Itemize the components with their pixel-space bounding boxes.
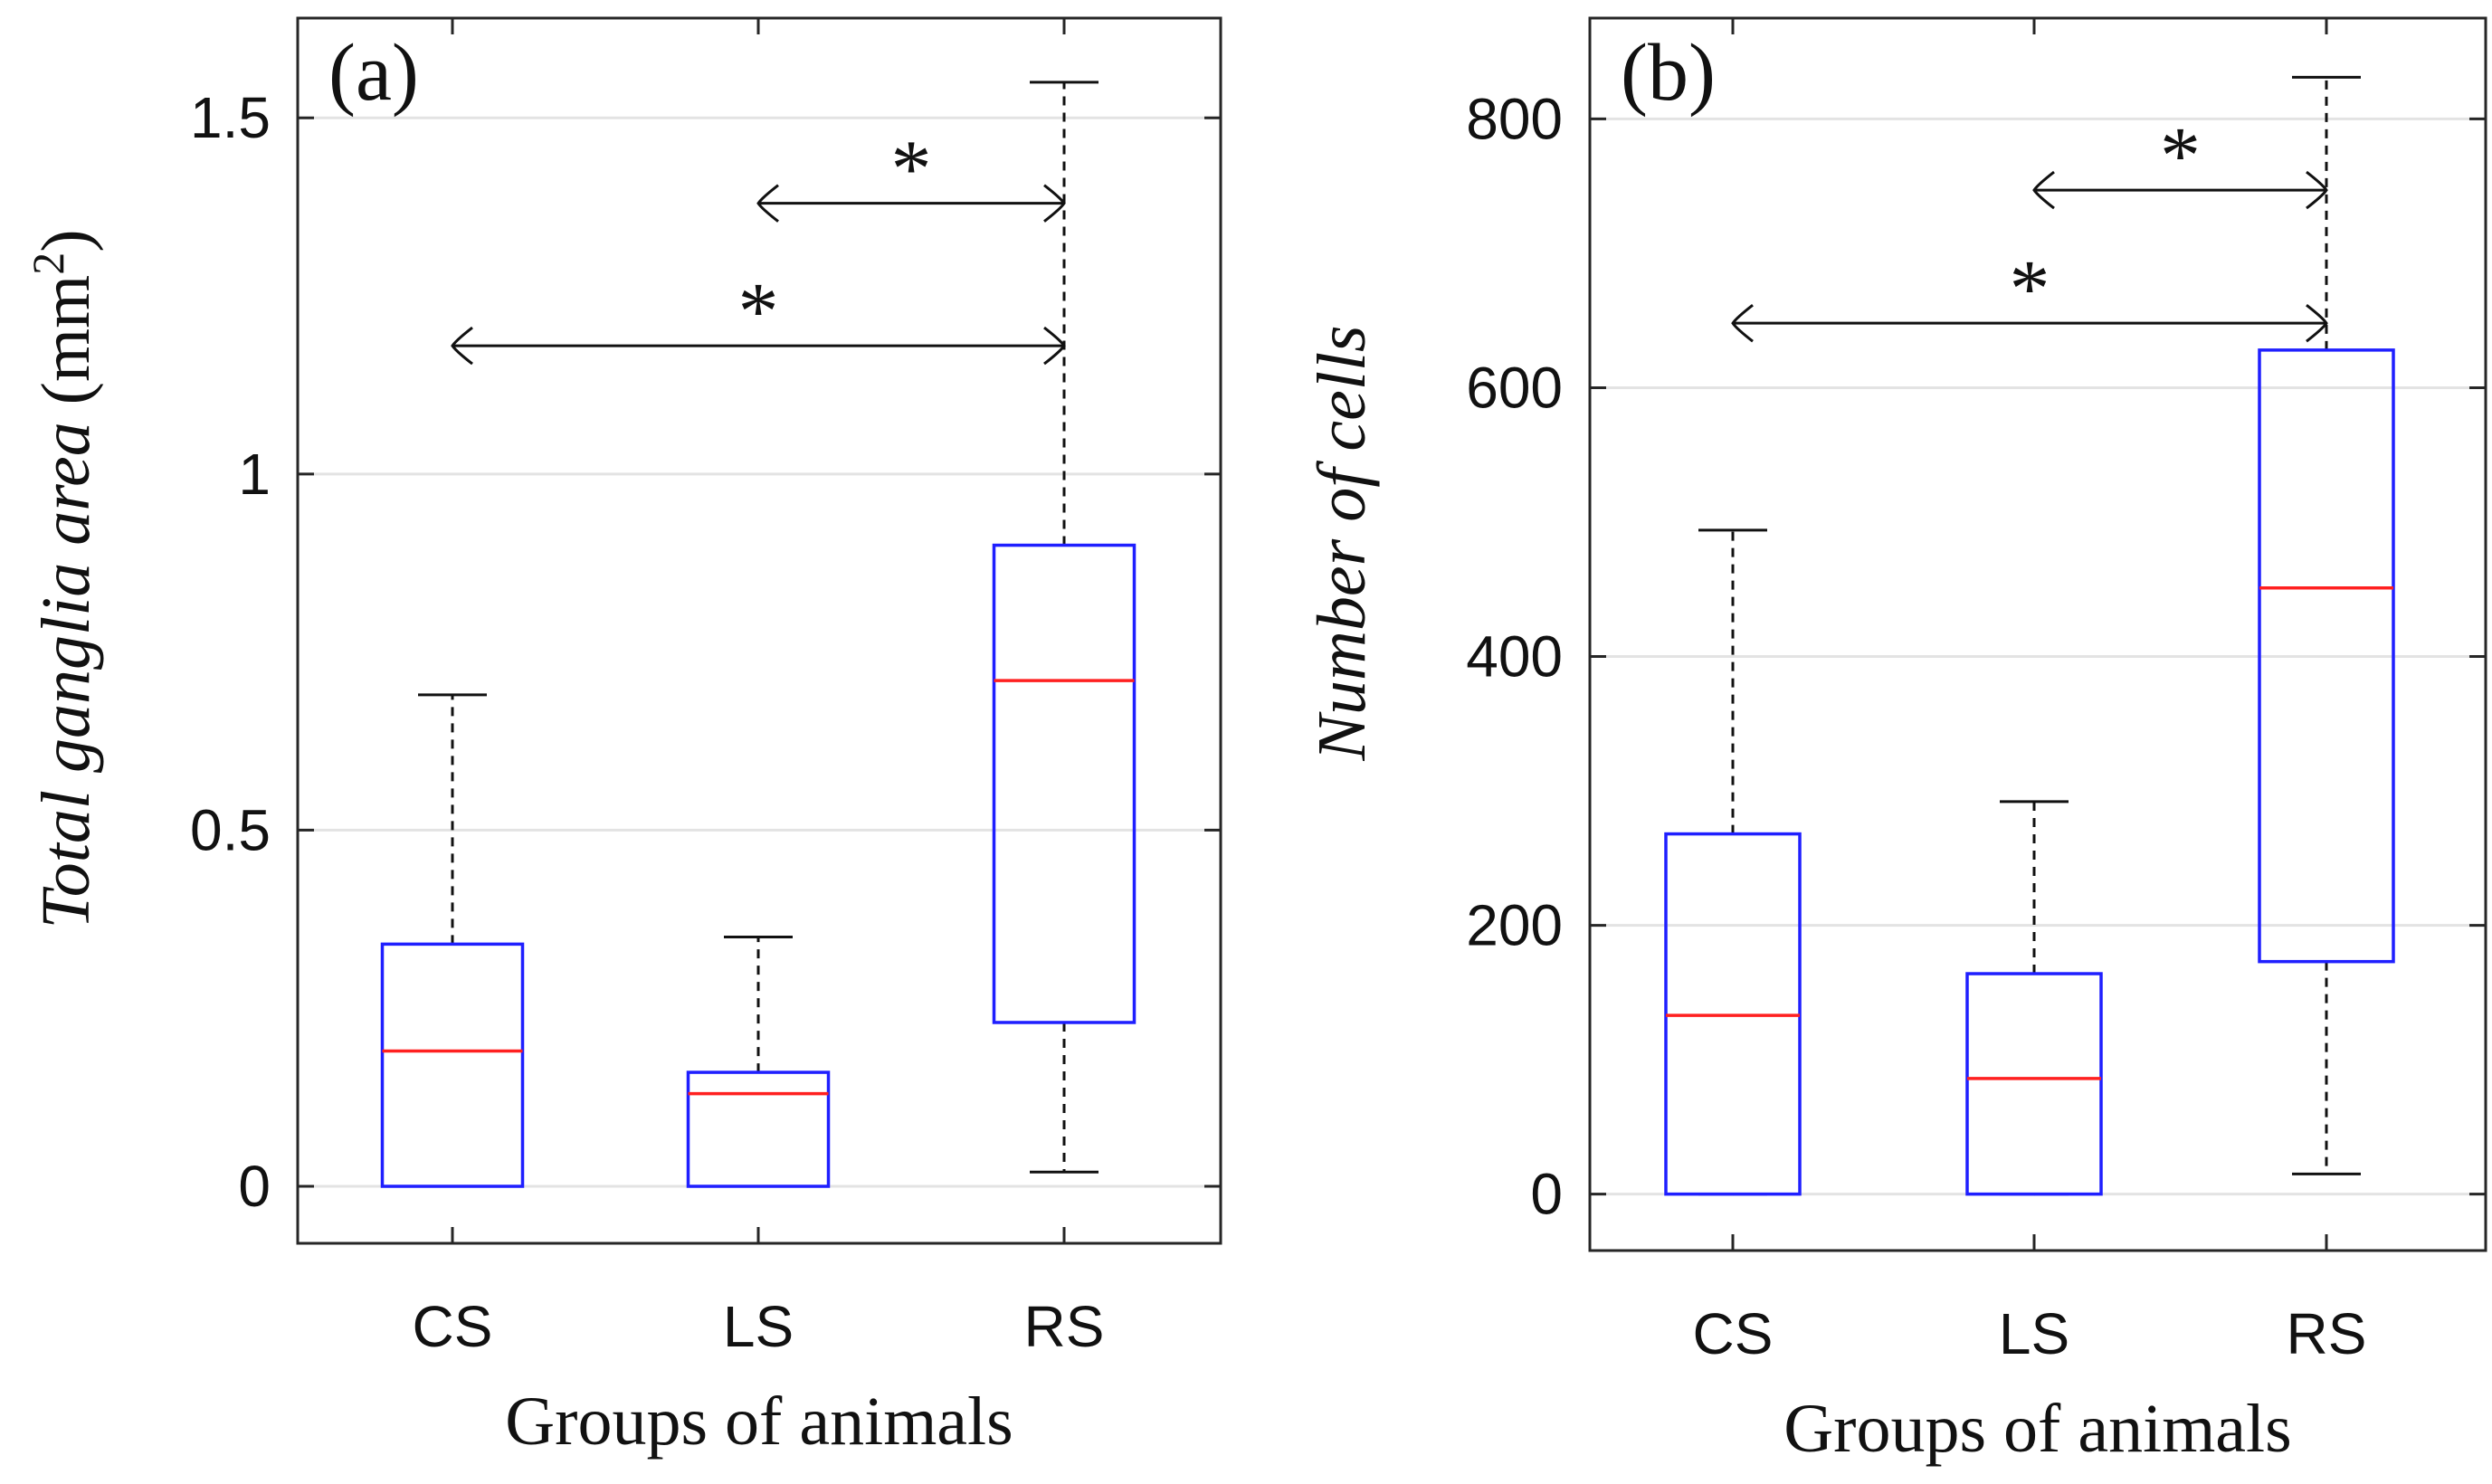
arrowhead-left xyxy=(451,326,473,366)
significance-star: * xyxy=(738,267,779,357)
y-axis-label-text: Total ganglia area xyxy=(28,422,104,928)
x-axis-label: Groups of animals xyxy=(1783,1391,2291,1467)
y-tick-label: 800 xyxy=(1466,86,1563,151)
arrowhead-right xyxy=(2306,303,2328,343)
arrowhead-left xyxy=(1731,303,1754,343)
arrowhead-left xyxy=(2032,170,2055,210)
x-tick-label: RS xyxy=(2287,1301,2367,1366)
y-axis-unit-superscript: 2 xyxy=(23,252,73,275)
axes-frame xyxy=(1588,16,2487,1252)
y-tick-label: 600 xyxy=(1466,355,1563,420)
y-tick-label: 0 xyxy=(238,1154,271,1219)
arrowhead-right xyxy=(1043,326,1066,366)
panel-label: (b) xyxy=(1621,28,1716,118)
y-axis-unit-close: ) xyxy=(28,229,104,252)
significance-star: * xyxy=(2160,111,2201,201)
significance-star: * xyxy=(2010,244,2050,334)
x-tick-label: CS xyxy=(413,1294,493,1359)
box-rs xyxy=(2258,75,2395,1175)
box-rect xyxy=(1965,972,2103,1196)
y-axis-label-text: Number of cells xyxy=(1304,325,1380,761)
box-rs xyxy=(992,81,1137,1174)
y-tick-label: 0 xyxy=(1530,1162,1563,1227)
box-ls xyxy=(686,936,831,1188)
x-tick-label: LS xyxy=(723,1294,794,1359)
y-tick-label: 1 xyxy=(238,442,271,507)
box-rect xyxy=(686,1070,831,1188)
box-rect xyxy=(2258,348,2395,964)
x-axis-label: Groups of animals xyxy=(505,1384,1013,1460)
x-tick-label: CS xyxy=(1693,1301,1774,1366)
significance-ls-rs: * xyxy=(2032,111,2328,210)
significance-cs-rs: * xyxy=(451,267,1066,366)
box-cs xyxy=(1664,528,1802,1196)
significance-ls-rs: * xyxy=(756,125,1066,223)
x-tick-label: LS xyxy=(1999,1301,2069,1366)
box-ls xyxy=(1965,800,2103,1196)
panel-b-chart: 0 200 400 600 800 CS LS RS * * (b) Groups of animal… xyxy=(1304,16,2487,1467)
arrowhead-right xyxy=(1043,184,1066,223)
y-tick-label: 400 xyxy=(1466,624,1563,690)
y-tick-label: 200 xyxy=(1466,893,1563,958)
box-rect xyxy=(992,543,1137,1024)
x-tick-label: RS xyxy=(1024,1294,1105,1359)
box-rect xyxy=(380,942,525,1188)
panel-a-chart: 0 0.5 1 1.5 CS LS RS * * (a) Groups of animals Tota… xyxy=(23,16,1222,1460)
significance-cs-rs: * xyxy=(1731,244,2328,343)
y-axis-unit: (mm xyxy=(28,275,104,423)
arrowhead-left xyxy=(756,184,779,223)
y-axis-label: Total ganglia area (mm2) xyxy=(23,229,104,928)
significance-star: * xyxy=(891,125,932,214)
box-cs xyxy=(380,693,525,1188)
arrowhead-right xyxy=(2306,170,2328,210)
y-axis-label: Number of cells xyxy=(1304,325,1380,761)
panel-label: (a) xyxy=(328,28,419,118)
y-tick-label: 1.5 xyxy=(190,85,271,150)
y-tick-label: 0.5 xyxy=(190,797,271,862)
